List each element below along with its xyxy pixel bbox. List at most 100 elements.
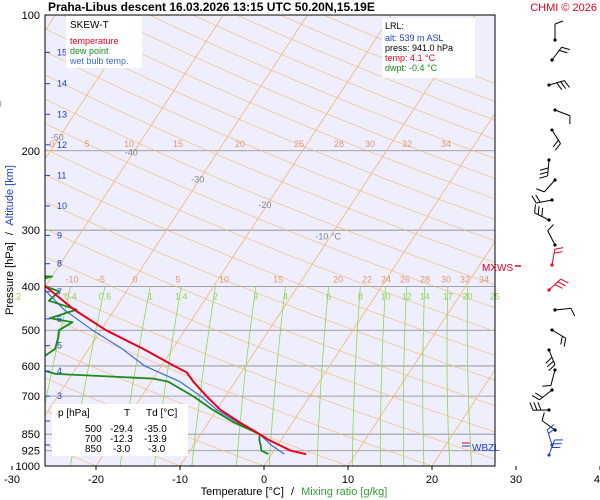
altitude-tick-label: 4 [57, 366, 62, 376]
table-row-850-td: -3.0 [148, 444, 166, 455]
wind-barb-feather [531, 195, 537, 204]
dry-adiabat-label: 10 [124, 139, 134, 149]
wind-barb-staff [551, 46, 563, 61]
wind-barb [547, 80, 570, 90]
dry-adiabat-label: 0 [132, 275, 137, 285]
table-row-500-td: -35.0 [144, 424, 167, 435]
lrl-pressure: press: 941.0 hPa [385, 43, 453, 53]
wind-barb [550, 128, 561, 151]
wind-barb-staff [554, 307, 571, 311]
wind-barb [553, 108, 571, 125]
mixing-ratio-line [402, 286, 407, 466]
dry-adiabat-label: 28 [334, 139, 344, 149]
mixing-ratio-line [466, 286, 473, 466]
grid-labels: 0.2 0.4 0.6 1 1.4 2 3 4 6 8 10 12 14 17 20 250 5 10 15 20 25… [0, 99, 500, 302]
mixing-ratio-line [351, 286, 361, 466]
wind-barb-feather [546, 360, 554, 368]
isotherm-line [45, 15, 308, 417]
wind-barb-feather [541, 207, 544, 217]
wind-barb-feather [561, 46, 570, 51]
dry-adiabat-label: 34 [441, 139, 451, 149]
table-row-850-p: 850 [85, 444, 102, 455]
dry-adiabat-label: 20 [235, 139, 245, 149]
dry-adiabat-line [45, 200, 495, 381]
wind-barb [531, 194, 554, 204]
wind-barb-staff [551, 329, 566, 339]
mixing-ratio-label: 10 [381, 292, 391, 302]
wind-barb [541, 412, 557, 432]
wind-barb-feather [539, 171, 549, 175]
wind-barb-feather [545, 357, 553, 364]
wind-barb-staff [547, 230, 556, 246]
altitude-tick-label: 5 [57, 341, 62, 351]
mixing-ratio-line [191, 286, 216, 466]
wind-barb-base [553, 368, 557, 372]
mixing-ratio-label: 6 [326, 292, 331, 302]
dry-adiabat-line [45, 148, 495, 332]
dry-adiabat-label: 32 [402, 139, 412, 149]
wind-barb-base [547, 83, 551, 87]
wind-barb [539, 158, 551, 179]
dewpoint-line [45, 275, 269, 455]
altitude-tick-label: 6 [57, 314, 62, 324]
mixing-ratio-line [379, 286, 386, 466]
lrl-altitude: alt: 539 m ASL [385, 33, 444, 43]
isotherm-line [431, 369, 495, 466]
dry-adiabat-line [45, 377, 266, 466]
pressure-tick-label: 600 [22, 361, 40, 373]
wind-barb-feather [560, 336, 563, 345]
mixing-ratio-label: 3 [253, 292, 258, 302]
mixing-ratio-label: 1.4 [175, 292, 188, 302]
dry-adiabat-label: 32 [460, 275, 470, 285]
wind-barb [531, 388, 554, 401]
x-axis-label-sep: / [291, 486, 295, 498]
mxws-marker: MXWS [482, 263, 521, 274]
dry-adiabat-label: 15 [273, 275, 283, 285]
wbzl-label: WBZL [472, 443, 500, 454]
legend-temperature: temperature [70, 36, 119, 46]
dry-adiabat-line [45, 345, 350, 466]
mixing-ratio-line [268, 286, 286, 466]
wind-barb-base [550, 263, 554, 267]
wind-barb-base [553, 178, 557, 182]
wind-barb-staff [546, 429, 553, 446]
wind-barb-feather [569, 115, 571, 125]
altitude-tick-label: 10 [57, 201, 67, 211]
pressure-tick-label: 400 [22, 282, 40, 294]
wind-barb [536, 178, 557, 193]
table-row-850-t: -3.0 [113, 444, 131, 455]
mixing-ratio-label: 0.2 [8, 292, 21, 302]
dry-adiabat-label: 25 [294, 139, 304, 149]
temperature-tick-label: -20 [88, 474, 104, 486]
wind-barb-feather [551, 446, 561, 448]
wind-barb-feather [531, 394, 540, 401]
pressure-tick-label: 850 [22, 429, 40, 441]
wind-barb [553, 307, 576, 317]
mixing-ratio-label: 8 [358, 292, 363, 302]
legend-dew-point: dew point [70, 46, 109, 56]
wind-barb [542, 368, 557, 387]
wind-barb-staff [551, 129, 561, 144]
mixing-ratio-line [235, 286, 257, 466]
dry-adiabat-label: 28 [420, 275, 430, 285]
mixing-ratio-label: 1 [148, 292, 153, 302]
wind-barb-base [547, 453, 551, 457]
profile-series [45, 275, 307, 456]
pressure-tick-label: 925 [22, 446, 40, 458]
plot-area [45, 15, 495, 466]
wind-barb-feather [560, 81, 567, 89]
altitude-tick-label: 3 [57, 391, 62, 401]
isotherm-line [95, 15, 392, 466]
wind-barb-feather [537, 206, 540, 215]
temperature-tick-label: 0 [261, 474, 267, 486]
wind-barb-feather [552, 139, 559, 148]
wind-barb [529, 402, 551, 412]
wind-barb [547, 439, 564, 457]
wind-barb-feather [554, 284, 563, 289]
wind-barb-feather [556, 82, 563, 90]
wind-barb [550, 328, 567, 347]
wind-barb-feather [534, 204, 536, 214]
wind-barb-feather [529, 402, 534, 411]
wind-barb-feather [570, 308, 576, 317]
